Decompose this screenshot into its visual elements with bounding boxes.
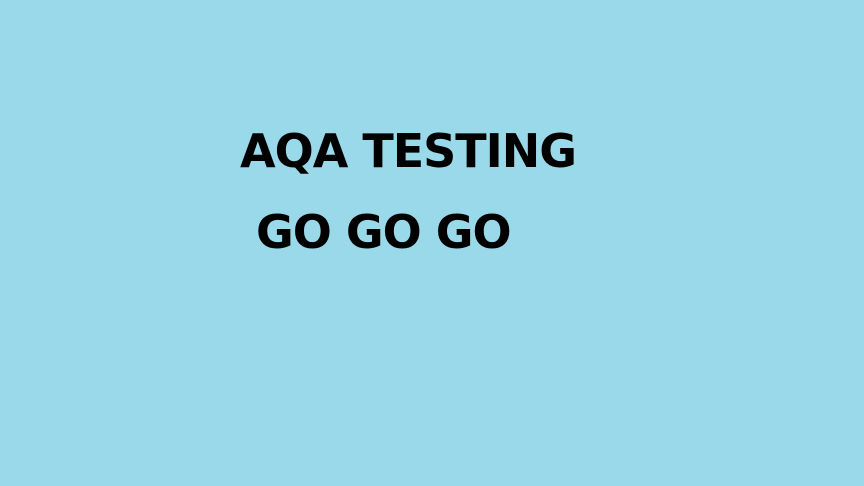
title-line-go-go-go: GO GO GO (256, 205, 512, 259)
title-line-aqa-testing: AQA TESTING (240, 124, 577, 178)
